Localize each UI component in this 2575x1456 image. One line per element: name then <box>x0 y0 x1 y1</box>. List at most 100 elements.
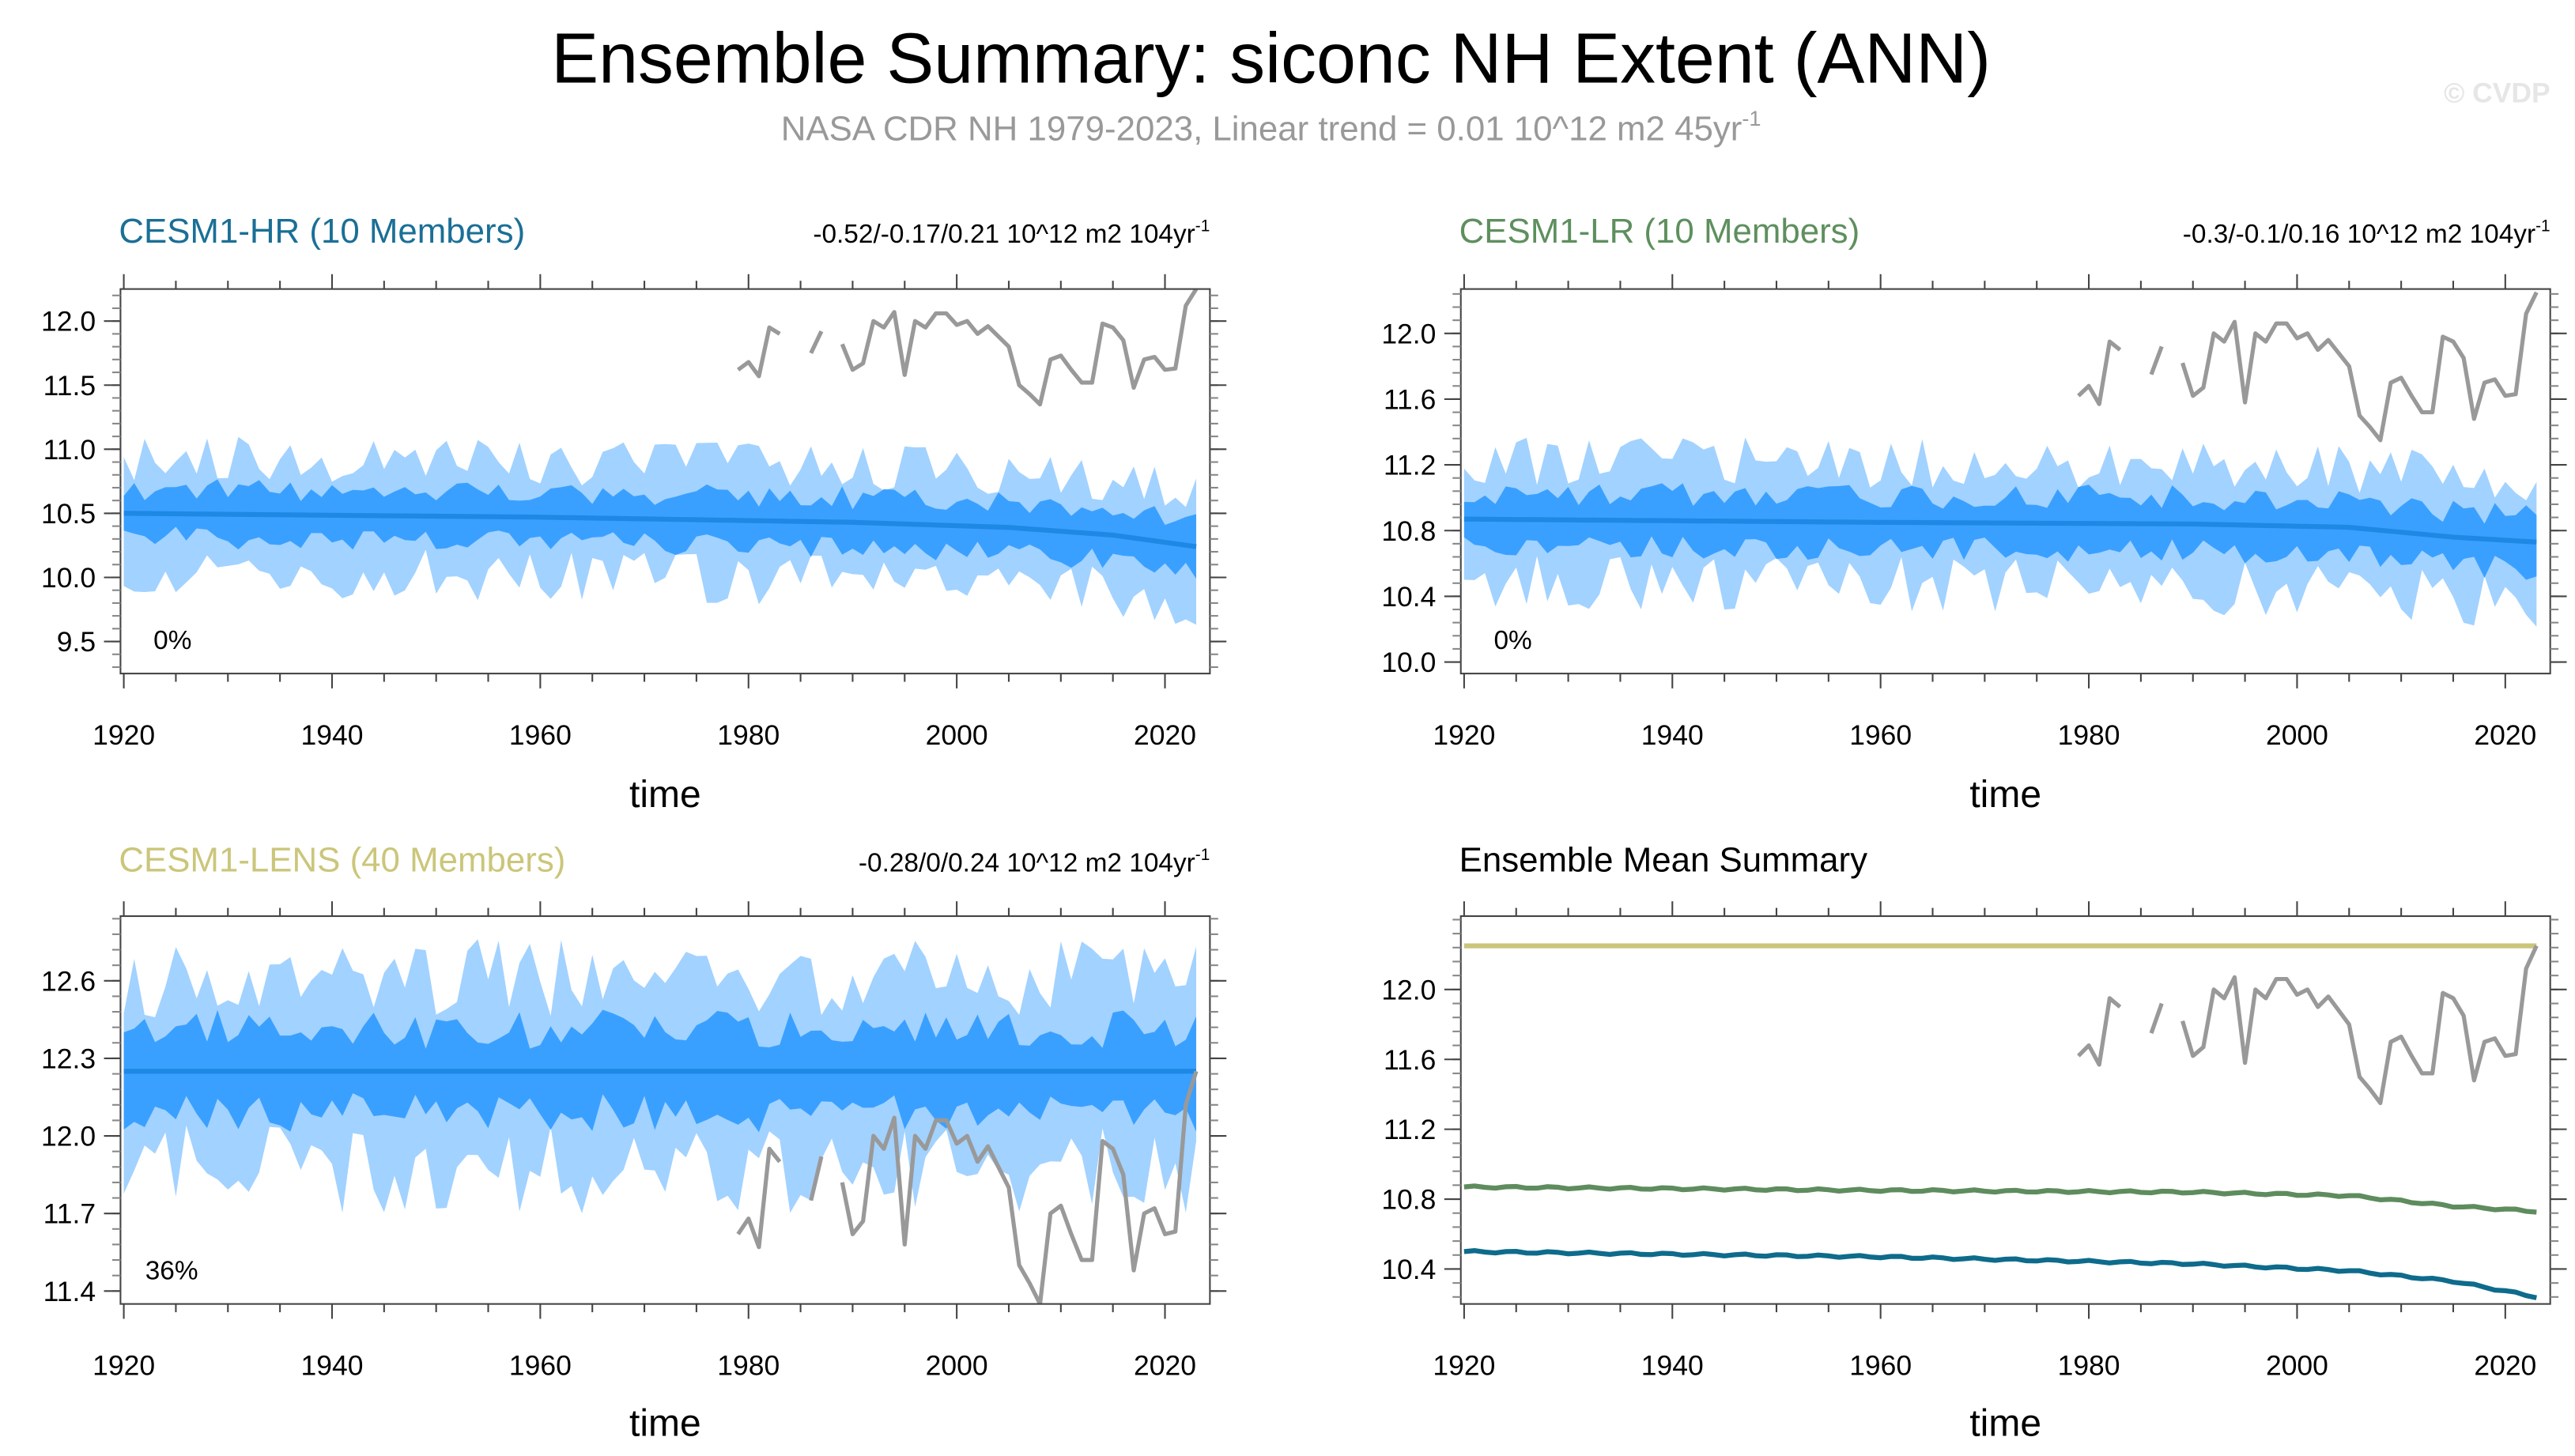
x-tick-label: 1920 <box>93 719 155 751</box>
figure-subtitle: NASA CDR NH 1979-2023, Linear trend = 0.… <box>781 106 1761 149</box>
subtitle-text: NASA CDR NH 1979-2023, Linear trend = 0.… <box>781 110 1742 149</box>
plot-area <box>1463 291 2539 627</box>
panel-cesm1-hr: CESM1-HR (10 Members) -0.52/-0.17/0.21 1… <box>41 212 1227 816</box>
observation-line <box>840 1070 1199 1304</box>
observation-line <box>737 325 781 379</box>
ensemble-mean-line <box>123 511 1197 549</box>
figure-title: Ensemble Summary: siconc NH Extent (ANN) <box>551 20 1991 99</box>
panel-ensemble-mean-summary: Ensemble Mean Summary time 1920 1940 1960 1… <box>1381 841 2567 1445</box>
plot-area <box>123 289 1199 625</box>
ensemble-inner-range <box>1463 483 2537 580</box>
y-tick-label: 10.4 <box>1381 1254 1436 1285</box>
x-tick-label: 1940 <box>1641 719 1704 751</box>
observation-line <box>840 289 1199 407</box>
ensemble-mean-line-cesm1-hr <box>1463 1248 2537 1300</box>
x-tick-label: 1920 <box>1433 719 1495 751</box>
panel-cesm1-lens: CESM1-LENS (40 Members) -0.28/0/0.24 10^… <box>41 841 1227 1445</box>
y-tick-label: 12.0 <box>1381 318 1436 349</box>
x-tick-label: 2000 <box>2266 1349 2328 1381</box>
observation-line <box>2077 339 2122 406</box>
x-tick-label: 2000 <box>926 1349 988 1381</box>
x-axis-label: time <box>1969 1403 2041 1445</box>
ensemble-mean-line <box>1463 516 2537 545</box>
plot-frame <box>119 288 1211 675</box>
plot-frame <box>119 915 1211 1305</box>
x-tick-label: 1980 <box>2058 719 2120 751</box>
observation-line <box>2180 945 2539 1106</box>
observation-line <box>2077 996 2122 1067</box>
observation-line <box>736 1146 782 1250</box>
observation-line <box>2180 291 2539 443</box>
y-tick-label: 11.7 <box>43 1198 96 1230</box>
trend-sup: -1 <box>2535 217 2550 236</box>
x-tick-label: 2000 <box>2266 719 2328 751</box>
trend-text: -0.52/-0.17/0.21 10^12 m2 104yr <box>813 220 1195 249</box>
y-tick-label: 11.4 <box>43 1276 96 1307</box>
subtitle-sup: -1 <box>1742 106 1761 130</box>
x-tick-label: 1920 <box>93 1349 155 1381</box>
panel-title: CESM1-LENS (40 Members) <box>119 841 565 880</box>
y-tick-label: 11.2 <box>1384 450 1436 481</box>
ensemble-mean-line-cesm1-lr <box>1463 1183 2537 1215</box>
x-tick-label: 2000 <box>926 719 988 751</box>
y-tick-label: 12.6 <box>41 965 96 997</box>
y-tick-label: 12.0 <box>1381 974 1436 1005</box>
watermark: © CVDP <box>2444 77 2550 109</box>
y-tick-label: 10.8 <box>1381 515 1436 547</box>
plot-area <box>123 939 1199 1304</box>
y-tick-label: 10.4 <box>1381 581 1436 613</box>
x-tick-label: 1980 <box>717 1349 780 1381</box>
panel-title: Ensemble Mean Summary <box>1459 841 1867 880</box>
x-tick-label: 1940 <box>300 1349 363 1381</box>
x-tick-label: 2020 <box>1134 1349 1196 1381</box>
plot-frame <box>1459 915 2551 1305</box>
y-tick-label: 11.5 <box>43 370 96 402</box>
x-tick-label: 1960 <box>1849 719 1912 751</box>
y-tick-label: 10.0 <box>1381 647 1436 678</box>
y-tick-label: 11.6 <box>1384 1044 1436 1076</box>
trend-text: -0.3/-0.1/0.16 10^12 m2 104yr <box>2183 220 2535 249</box>
panel-cesm1-lr: CESM1-LR (10 Members) -0.3/-0.1/0.16 10^… <box>1381 212 2567 816</box>
y-tick-label: 9.5 <box>57 626 96 658</box>
trend-label: -0.52/-0.17/0.21 10^12 m2 104yr-1 <box>813 217 1210 250</box>
x-tick-label: 1940 <box>300 719 363 751</box>
x-tick-label: 1980 <box>717 719 780 751</box>
observation-line <box>809 1156 824 1201</box>
trend-label: -0.28/0/0.24 10^12 m2 104yr-1 <box>859 846 1210 878</box>
plot-frame <box>1459 288 2551 675</box>
x-tick-label: 1940 <box>1641 1349 1704 1381</box>
y-tick-label: 11.2 <box>1384 1114 1436 1145</box>
y-tick-label: 12.0 <box>41 306 96 338</box>
observation-line <box>2149 1002 2164 1034</box>
percent-label: 0% <box>1493 626 1531 655</box>
x-tick-label: 1920 <box>1433 1349 1495 1381</box>
percent-label: 0% <box>153 626 191 655</box>
trend-sup: -1 <box>1195 846 1210 864</box>
panel-title: CESM1-HR (10 Members) <box>119 212 525 251</box>
x-tick-label: 2020 <box>2474 1349 2536 1381</box>
x-tick-label: 2020 <box>2474 719 2536 751</box>
x-axis-label: time <box>629 774 701 816</box>
x-axis-label: time <box>1969 774 2041 816</box>
percent-label: 36% <box>145 1256 198 1285</box>
trend-label: -0.3/-0.1/0.16 10^12 m2 104yr-1 <box>2183 217 2550 250</box>
observation-line <box>809 330 824 354</box>
x-tick-label: 1960 <box>509 1349 572 1381</box>
y-tick-label: 12.0 <box>41 1121 96 1152</box>
x-tick-label: 1980 <box>2058 1349 2120 1381</box>
panel-title: CESM1-LR (10 Members) <box>1459 212 1860 251</box>
observation-line <box>2149 345 2164 375</box>
y-tick-label: 10.8 <box>1381 1184 1436 1216</box>
y-tick-label: 11.0 <box>43 434 96 466</box>
x-axis-label: time <box>629 1403 701 1445</box>
trend-text: -0.28/0/0.24 10^12 m2 104yr <box>859 849 1195 878</box>
y-tick-label: 11.6 <box>1384 383 1436 415</box>
x-tick-label: 1960 <box>509 719 572 751</box>
x-tick-label: 2020 <box>1134 719 1196 751</box>
ensemble-inner-range <box>123 479 1197 579</box>
y-tick-label: 12.3 <box>41 1043 96 1074</box>
plot-area <box>1463 943 2539 1300</box>
y-tick-label: 10.5 <box>41 498 96 530</box>
trend-sup: -1 <box>1195 217 1210 236</box>
